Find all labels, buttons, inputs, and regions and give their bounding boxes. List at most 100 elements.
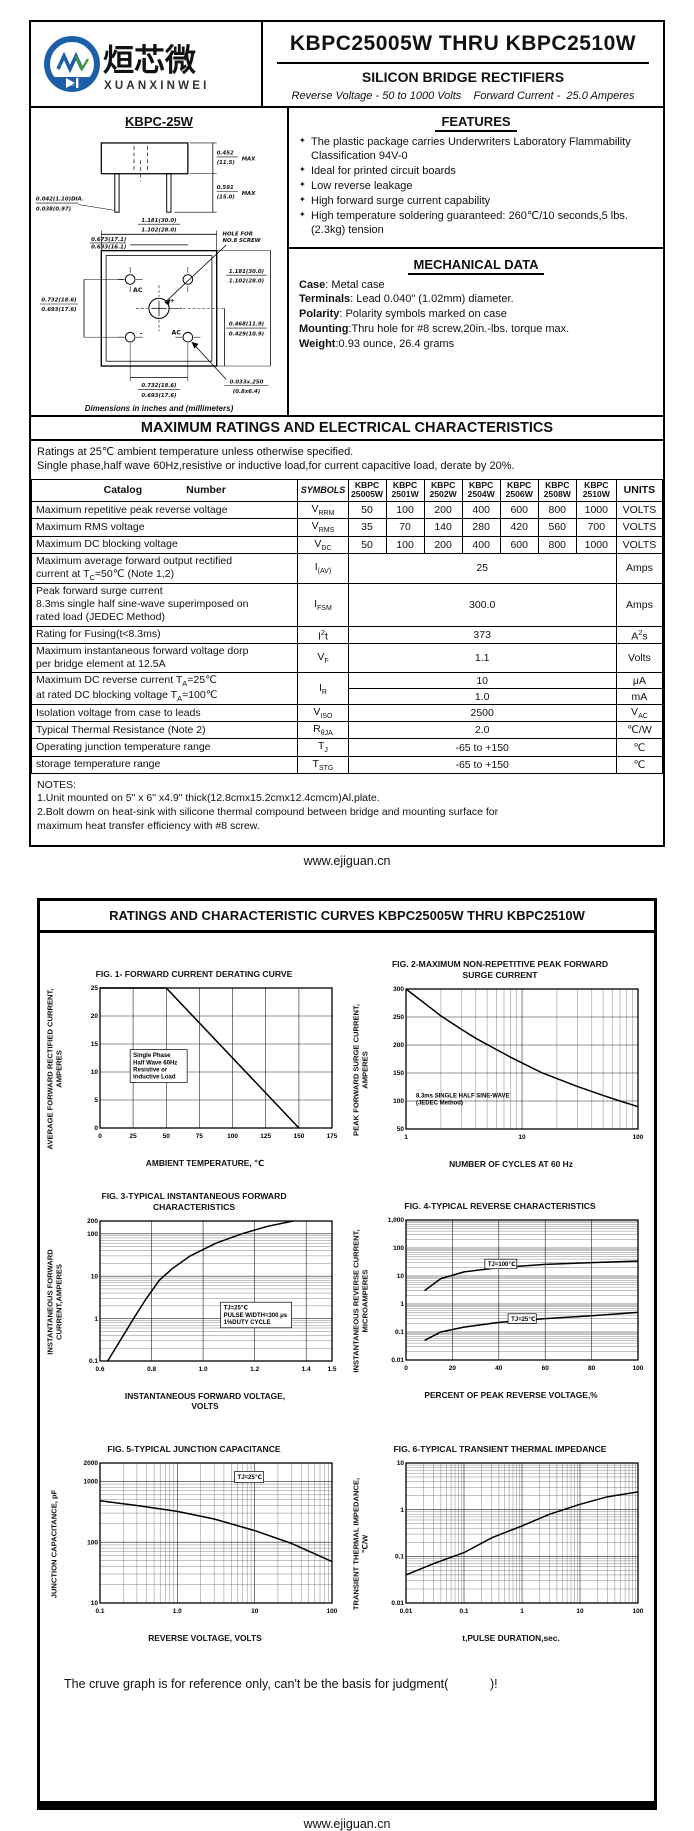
mechanical-item: Mounting:Thru hole for #8 screw,20in.-lb… [299, 323, 570, 336]
svg-text:200: 200 [393, 1042, 404, 1049]
curve-zth [405, 1490, 639, 1576]
param-cell: Operating junction temperature range [30, 738, 299, 757]
annotation-text: Half Wave 60Hz [133, 1061, 177, 1067]
svg-text:0.1: 0.1 [395, 1553, 404, 1560]
figure-4-xlabel: PERCENT OF PEAK REVERSE VOLTAGE,% [424, 1390, 598, 1401]
ratings-heading: MAXIMUM RATINGS AND ELECTRICAL CHARACTER… [31, 415, 663, 441]
svg-text:10: 10 [518, 1134, 526, 1141]
package-drawing-panel: KBPC-25W 0.452 (11.5) MAX 0.591 [31, 108, 289, 415]
dim-body-height: 0.452 [217, 151, 234, 157]
table-row: Maximum DC blocking voltage VDC 50 100 200 40… [30, 535, 664, 554]
dim-hole-span: 0.673(17.1) [91, 237, 126, 243]
svg-text:2000: 2000 [84, 1460, 99, 1467]
svg-text:10: 10 [91, 1600, 99, 1607]
dim-inner-height-mm: 0.429(10.9) [229, 331, 264, 337]
symbol-cell: VF [297, 643, 349, 674]
feature-item: Ideal for printed circuit boards [299, 164, 653, 178]
svg-text:10: 10 [91, 1069, 99, 1076]
svg-text:25: 25 [91, 985, 99, 992]
ratings-table-body: Maximum repetitive peak reverse voltage V… [30, 501, 664, 774]
dim-bottom-span-mm: 0.693(17.6) [141, 393, 176, 399]
website-footer-1: www.ejiguan.cn [303, 854, 391, 869]
value-cell: 200 [423, 535, 463, 554]
value-cell: 373 [347, 625, 617, 645]
value-cell: 600 [499, 501, 539, 520]
brand-name-cn: 烜芯微 [103, 43, 196, 78]
figure-1-xlabel: AMBIENT TEMPERATURE, ℃ [145, 1158, 265, 1169]
svg-text:150: 150 [393, 1070, 404, 1077]
table-row: Maximum DC reverse current TA=25℃ at rate… [30, 672, 664, 706]
value-cell: 800 [537, 535, 577, 554]
value-cell: 400 [461, 501, 501, 520]
svg-text:175: 175 [327, 1133, 338, 1140]
col-part-6: KBPC 2510W [575, 478, 617, 503]
table-row: Typical Thermal Resistance (Note 2) RθJA 2… [30, 721, 664, 740]
feature-item: High temperature soldering guaranteed: 2… [299, 209, 653, 237]
annotation-text: (JEDEC Method) [416, 1100, 463, 1106]
logo-diode-icon [66, 78, 75, 88]
condition-line: Single phase,half wave 60Hz,resistive or… [37, 460, 515, 473]
param-cell: Maximum RMS voltage [30, 518, 299, 537]
param-cell: Rating for Fusing(t<8.3ms) [30, 625, 299, 645]
param-cell: Maximum instantaneous forward voltage do… [30, 643, 299, 674]
symbol-cell: IFSM [297, 583, 349, 627]
figure-4-plot: 0 20 40 60 80 100 0.01 0.1 1 10 100 1,000 TJ=100℃ TJ=… [388, 1217, 644, 1372]
svg-text:1.4: 1.4 [302, 1366, 311, 1373]
value-cell: 35 [347, 518, 387, 537]
table-row: Maximum average forward output rectified… [30, 552, 664, 585]
svg-text:0.01: 0.01 [400, 1608, 413, 1615]
table-row: Operating junction temperature range TJ -6… [30, 738, 664, 757]
symbol-cell: I2t [297, 625, 349, 645]
svg-text:0: 0 [404, 1365, 408, 1372]
terminal-label-minus: - [140, 330, 143, 337]
ratings-table: Catalog Number SYMBOLS KBPC 25005W KBPC 2501W K… [30, 478, 664, 774]
svg-text:0.1: 0.1 [459, 1608, 468, 1615]
value-cell: 1.0 [347, 688, 617, 706]
figure-2-ylabel: PEAK FORWARD SURGE CURRENT, AMPERES [351, 1003, 369, 1136]
notes: NOTES: 1.Unit mounted on 5" x 6" x4.9" th… [31, 774, 663, 846]
table-row: Peak forward surge current 8.3ms single h… [30, 583, 664, 627]
table-row: Maximum instantaneous forward voltage do… [30, 643, 664, 674]
col-units: UNITS [615, 478, 664, 503]
mechanical-data-section: MECHANICAL DATA Case: Metal case Terminal… [289, 249, 663, 415]
dim-bottom-span: 0.732(18.6) [141, 383, 176, 389]
logo-diode-bar [76, 78, 79, 88]
value-cell: 25 [347, 552, 617, 585]
svg-text:0: 0 [94, 1125, 98, 1132]
svg-text:100: 100 [633, 1134, 644, 1141]
svg-text:100: 100 [87, 1231, 98, 1238]
mechanical-list: Case: Metal case Terminals: Lead 0.040" (… [299, 278, 653, 352]
param-cell: Maximum average forward output rectified… [30, 552, 299, 585]
mechanical-item: Terminals: Lead 0.040" (1.02mm) diameter… [299, 293, 514, 306]
curves-heading: RATINGS AND CHARACTERISTIC CURVES KBPC25… [40, 901, 654, 934]
value-cell: 100 [385, 501, 425, 520]
symbol-cell: TSTG [297, 755, 349, 774]
curve-vf [107, 1219, 294, 1362]
annotation-text: Resistive or [133, 1068, 168, 1074]
svg-text:0.1: 0.1 [89, 1358, 98, 1365]
value-cell: 10 [347, 672, 617, 690]
svg-text:0.01: 0.01 [391, 1357, 404, 1364]
col-part-5: KBPC 2508W [537, 478, 577, 503]
figure-6-title: FIG. 6-TYPICAL TRANSIENT THERMAL IMPEDAN… [393, 1443, 607, 1454]
value-cell: -65 to +150 [347, 738, 617, 757]
figure-6-ylabel: TRANSIENT THERMAL IMPEDANCE, ℃/W [351, 1477, 369, 1610]
svg-text:0: 0 [98, 1133, 102, 1140]
annotation-text: TJ=25℃ [224, 1304, 248, 1311]
unit-cell: Amps [615, 552, 664, 585]
param-cell: Maximum DC reverse current TA=25℃ at rate… [30, 672, 299, 706]
features-heading: FEATURES [299, 114, 653, 132]
terminal-label-plus: + [170, 298, 175, 305]
unit-cell: ℃/W [615, 721, 664, 740]
value-cell: 50 [347, 501, 387, 520]
dim-max-label: MAX [242, 156, 257, 162]
figure-6: FIG. 6-TYPICAL TRANSIENT THERMAL IMPEDAN… [350, 1434, 650, 1644]
table-row: Maximum repetitive peak reverse voltage V… [30, 501, 664, 520]
value-cell: 300.0 [347, 583, 617, 627]
dim-lug-mm: (0.8x6.4) [233, 389, 260, 395]
value-cell: 70 [385, 518, 425, 537]
svg-text:0.6: 0.6 [95, 1366, 104, 1373]
symbol-cell: TJ [297, 738, 349, 757]
value-cell: 560 [537, 518, 577, 537]
annotation-text: 8.3ms SINGLE HALF SINE-WAVE [416, 1093, 510, 1099]
